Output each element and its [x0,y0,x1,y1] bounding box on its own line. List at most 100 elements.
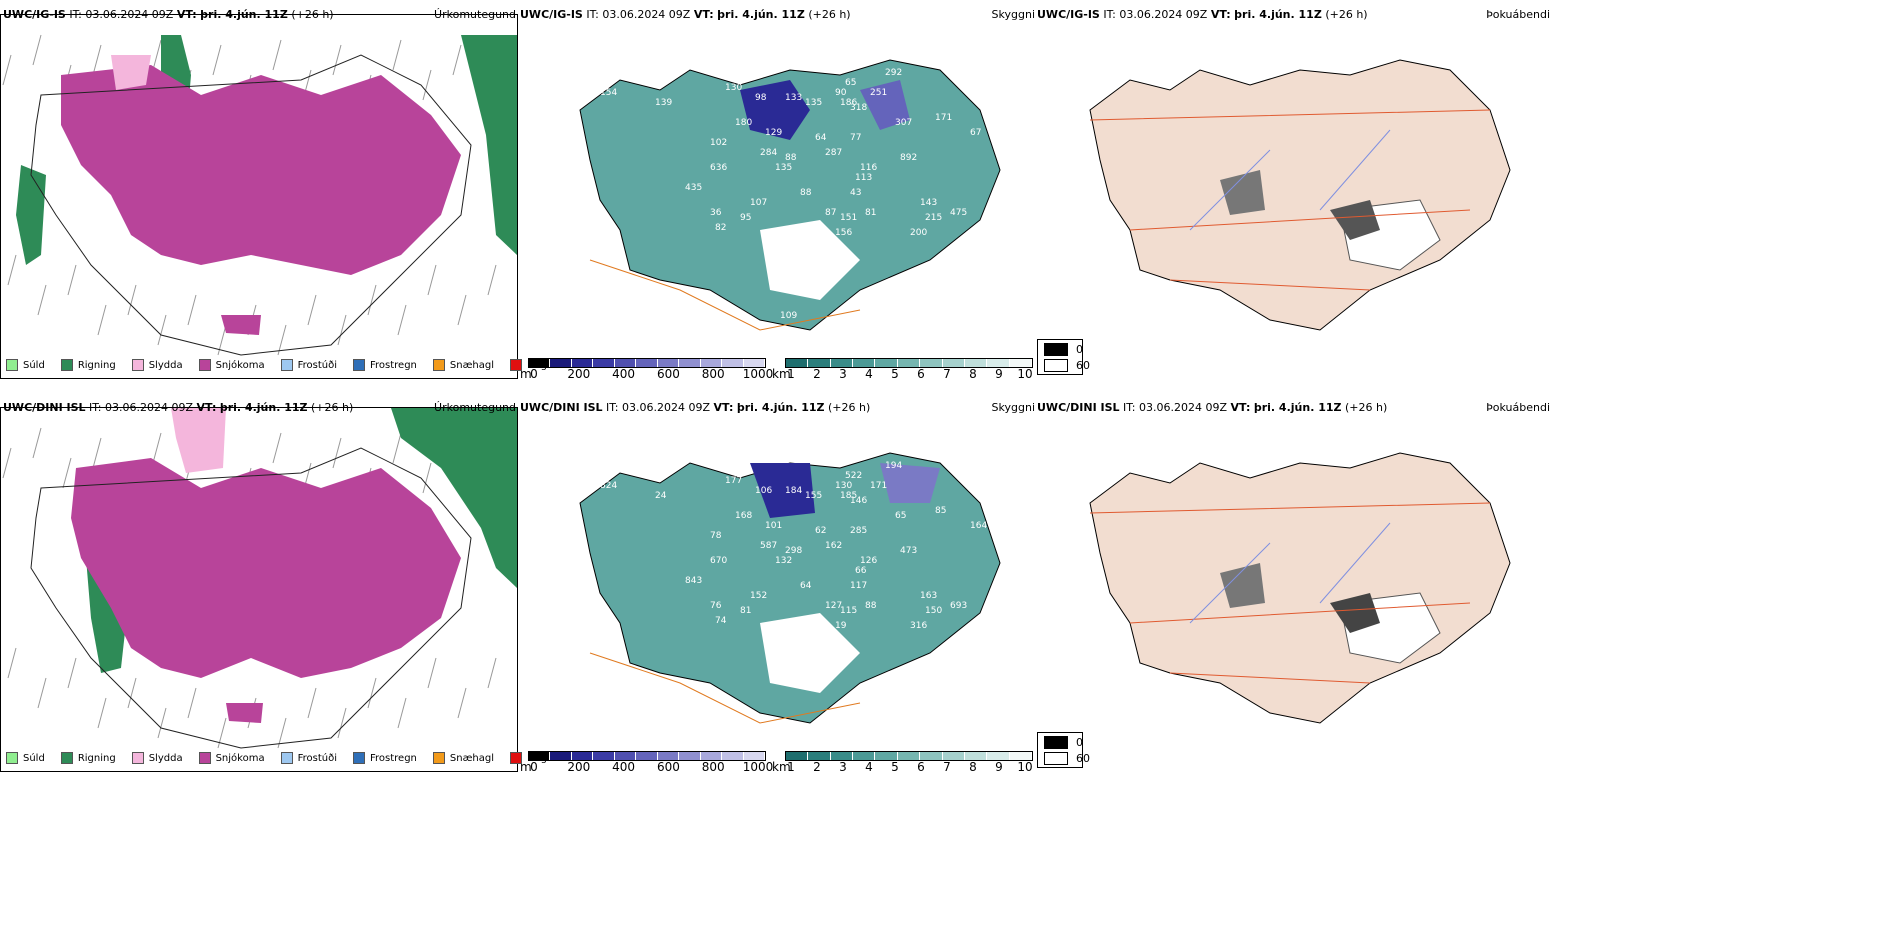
visibility-value: 88 [800,188,812,198]
legend-swatch [60,359,73,371]
visibility-value: 132 [775,556,792,566]
visibility-value: 130 [835,481,852,491]
colorbar-tick: 600 [656,367,680,381]
colorbar-tick: 600 [656,760,680,774]
fog-map [1089,452,1511,724]
legend-swatch [198,359,211,371]
visibility-value: 284 [760,148,777,158]
visibility-value: 106 [755,486,772,496]
visibility-label: Skyggni [991,401,1035,414]
sky-legend-item: 0 [1044,736,1083,749]
visibility-value: 127 [825,601,842,611]
vt-label: VT: [713,401,734,414]
visibility-value: 65 [895,511,906,521]
visibility-value: 194 [885,461,902,471]
it-value: 03.06.2024 09Z [85,8,174,21]
legend-item-súld: Súld [6,359,45,371]
colorbar-tick: 1000 [742,367,774,381]
colorbar-tick: 0 [530,367,538,381]
legend-item-frostregn: Frostregn [353,359,417,371]
it-label: IT: [69,8,82,21]
visibility-value: 126 [860,556,877,566]
colorbar-tick: 6 [917,367,925,381]
colorbar-tick: 4 [865,760,873,774]
legend-item-slydda: Slydda [131,359,183,371]
fog-label: Þokuábendi [1486,8,1550,21]
visibility-value: 64 [800,581,812,591]
visibility-value: 292 [885,68,902,78]
vt-value: þri. 4.jún. 11Z [1234,8,1322,21]
visibility-value: 129 [765,128,782,138]
legend-item-snjókoma: Snjókoma [198,359,265,371]
colorbar-tick: 0 [530,760,538,774]
forecast-row-2: UWC/DINI ISL IT: 03.06.2024 09Z VT: þri.… [0,393,1900,868]
visibility-value: 115 [840,606,857,616]
legend-swatch [60,752,73,764]
visibility-value: 435 [685,183,702,193]
visibility-value: 318 [850,103,867,113]
sky-legend-item: 60 [1044,752,1090,765]
legend-swatch [510,752,523,764]
visibility-value: 134 [620,68,637,78]
legend-label: Snjókoma [215,359,265,371]
legend-item-frostúði: Frostúði [280,359,337,371]
colorbar-tick: 10 [1017,367,1033,381]
lead-time: (+26 h) [1325,8,1368,21]
visibility-value: 473 [900,546,917,556]
fog-label: Þokuábendi [1486,401,1550,414]
visibility-value: 82 [715,223,726,233]
legend-label: Snæhagl [449,359,495,371]
visibility-value: 77 [850,133,861,143]
colorbar-tick: 7 [943,367,951,381]
colorbar-tick: 8 [969,760,977,774]
legend-item-frostregn: Frostregn [353,752,417,764]
visibility-value: 587 [760,541,777,551]
visibility-value: 113 [855,173,872,183]
colorbar-tick: 2 [813,760,821,774]
visibility-value: 152 [750,591,767,601]
visibility-colorbar: km 1 2 3 4 5 6 7 8 9 10 [772,751,1035,775]
legend-swatch [510,359,523,371]
visibility-value: 146 [850,496,867,506]
legend-label: Rigning [77,359,116,371]
legend-swatch [353,752,365,764]
visibility-value: 88 [785,153,797,163]
fog-map [1089,59,1511,331]
visibility-value: 184 [785,486,802,496]
precip-type-label: Úrkomutegund [434,401,516,414]
colorbar-tick: 4 [865,367,873,381]
precip-type-map [2,408,517,749]
visibility-value: 251 [870,88,887,98]
visibility-value: 475 [950,208,967,218]
legend-swatch [432,752,445,764]
visibility-unit: km [772,760,791,774]
visibility-value: 186 [840,98,857,108]
cloud-base-unit: m [520,760,532,774]
visibility-value: 88 [865,601,877,611]
legend-item-frostúði: Frostúði [280,752,337,764]
visibility-value: 64 [815,133,827,143]
visibility-value: 139 [655,98,672,108]
visibility-value: 185 [840,491,857,501]
legend-item-snjókoma: Snjókoma [198,752,265,764]
visibility-value: 95 [740,213,751,223]
it-label: IT: [606,401,619,414]
visibility-value: 180 [735,118,752,128]
lead-time: (+26 h) [291,8,334,21]
visibility-value: 135 [775,163,792,173]
visibility-value: 74 [715,616,727,626]
visibility-value: 307 [895,118,912,128]
sky-legend-item: 0 [1044,343,1083,356]
lead-time: (+26 h) [808,8,851,21]
visibility-value: 287 [825,148,842,158]
visibility-value: 151 [840,213,857,223]
legend-label: Frostregn [370,752,417,764]
colorbar-tick: 3 [839,760,847,774]
legend-label: Súld [23,359,45,371]
precip-legend: Súld Rigning Slydda Snjókoma Frostúði Frostre… [6,752,569,764]
visibility-value: 117 [850,581,867,591]
lead-time: (+26 h) [311,401,354,414]
